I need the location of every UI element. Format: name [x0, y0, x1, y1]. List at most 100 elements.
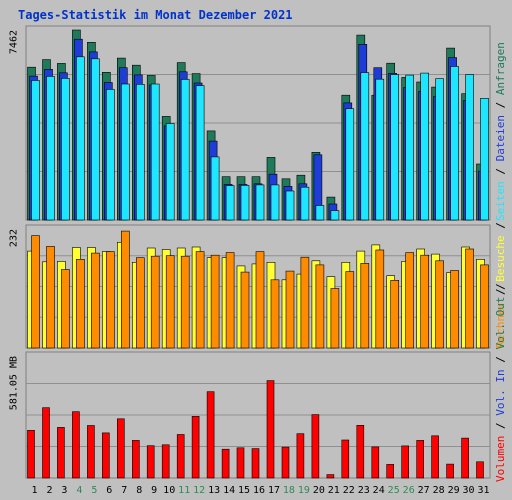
x-tick-label-day-30: 30 [462, 485, 474, 496]
bar-rechner-day-8 [136, 257, 145, 349]
y-tick-label: 581.05 MB [9, 356, 20, 410]
bar-volumen_out-day-17 [266, 380, 275, 479]
bar-volumen_out-day-12 [191, 415, 200, 479]
bar-rechner-day-24 [375, 249, 385, 349]
x-tick-label-day-20: 20 [313, 485, 325, 496]
right-label-top-part-2: Dateien [494, 115, 507, 161]
bar-volumen_out-day-26 [401, 445, 410, 479]
bar-rechner-day-2 [46, 246, 55, 349]
right-label-middle-part-2: Besuche [494, 235, 507, 281]
right-label-middle-part-3: / [494, 222, 507, 235]
x-tick-label-day-29: 29 [448, 485, 460, 496]
x-tick-label-day-23: 23 [358, 485, 370, 496]
x-tick-label-day-17: 17 [268, 485, 280, 496]
bar-rechner-day-20 [315, 264, 325, 349]
right-label-bottom-part-3: / [494, 350, 507, 370]
bar-volumen_out-day-27 [416, 440, 425, 479]
bar-seiten-day-20 [315, 205, 325, 221]
bar-rechner-day-10 [165, 255, 175, 349]
bar-seiten-day-4 [76, 56, 85, 221]
right-label-bottom-part-0: Volumen [494, 436, 507, 482]
bar-volumen_out-day-22 [341, 439, 350, 479]
bar-rechner-day-30 [465, 248, 474, 349]
bar-volumen_out-day-9 [146, 445, 155, 479]
bar-rechner-day-4 [76, 258, 85, 349]
bar-seiten-day-2 [46, 76, 55, 221]
bar-rechner-day-22 [345, 271, 355, 349]
bar-volumen_out-day-23 [356, 424, 365, 479]
right-label-bottom-part-1: / [494, 416, 507, 436]
bar-volumen_out-day-20 [311, 414, 320, 479]
bar-volumen_out-day-18 [281, 446, 290, 479]
x-tick-label-day-5: 5 [91, 485, 97, 496]
x-tick-label-day-12: 12 [193, 485, 205, 496]
bar-seiten-day-17 [270, 184, 280, 221]
chart-title: Tages-Statistik im Monat Dezember 2021 [18, 8, 293, 22]
bar-volumen_out-day-15 [236, 447, 245, 479]
panel-top: 7462 [9, 25, 491, 221]
x-tick-label-day-25: 25 [388, 485, 400, 496]
bar-rechner-day-27 [420, 254, 430, 349]
bar-seiten-day-25 [390, 74, 400, 221]
x-tick-label-day-15: 15 [238, 485, 250, 496]
bar-volumen_out-day-8 [132, 440, 140, 479]
bar-rechner-day-7 [121, 230, 130, 349]
x-tick-label-day-22: 22 [343, 485, 355, 496]
x-tick-label-day-13: 13 [208, 485, 220, 496]
bar-seiten-day-1 [31, 80, 40, 221]
bar-rechner-day-21 [330, 288, 340, 349]
bar-seiten-day-8 [136, 84, 145, 221]
bar-volumen_out-day-25 [386, 464, 395, 479]
bar-rechner-day-29 [450, 270, 459, 349]
right-label-middle-part-1: / [494, 282, 507, 302]
bar-volumen_out-day-24 [371, 446, 380, 479]
bar-rechner-day-17 [270, 279, 280, 349]
x-tick-label-day-26: 26 [403, 485, 415, 496]
bar-volumen_out-day-11 [176, 434, 185, 479]
bar-rechner-day-13 [210, 254, 220, 349]
chart-panels: 7462 232 581.05 MB [9, 25, 491, 479]
bar-seiten-day-21 [330, 210, 340, 221]
bar-seiten-day-22 [345, 108, 355, 221]
bar-seiten-day-3 [61, 78, 70, 221]
bar-seiten-day-29 [450, 66, 459, 221]
bar-volumen_out-day-5 [87, 425, 95, 479]
bar-seiten-day-10 [165, 123, 175, 221]
bar-rechner-day-9 [150, 255, 160, 349]
right-label-middle: Rechner / Besuche / [494, 222, 507, 348]
bar-seiten-day-7 [121, 83, 130, 221]
bar-volumen_out-day-1 [27, 429, 35, 479]
right-label-top-part-0: Seiten [494, 181, 507, 221]
bar-volumen_out-day-3 [57, 427, 65, 479]
bar-seiten-day-24 [375, 78, 385, 221]
x-tick-label-day-8: 8 [136, 485, 142, 496]
right-label-top: Seiten / Dateien / Anfragen [494, 42, 507, 221]
x-tick-label-day-10: 10 [163, 485, 175, 496]
bar-volumen_out-day-13 [206, 391, 215, 479]
bar-rechner-day-23 [360, 263, 370, 349]
bar-seiten-day-16 [255, 184, 265, 221]
bar-seiten-day-31 [480, 98, 489, 221]
bar-rechner-day-18 [285, 270, 295, 349]
bar-rechner-day-26 [405, 252, 415, 349]
bar-volumen_out-day-7 [117, 418, 125, 479]
bar-rechner-day-14 [225, 252, 235, 349]
panel-bottom: 581.05 MB [9, 351, 491, 479]
bar-seiten-day-19 [300, 186, 310, 221]
bar-rechner-day-15 [240, 271, 250, 349]
x-tick-label-day-14: 14 [223, 485, 235, 496]
x-tick-label-day-3: 3 [61, 485, 67, 496]
bar-seiten-day-15 [240, 185, 250, 221]
right-label-bottom-part-4: Vol. Out [494, 297, 507, 350]
right-label-top-part-4: Anfragen [494, 42, 507, 95]
x-tick-label-day-24: 24 [373, 485, 385, 496]
bar-volumen_out-day-6 [102, 432, 110, 479]
bar-volumen_out-day-14 [221, 448, 230, 479]
bar-seiten-day-23 [360, 72, 370, 221]
bar-volumen_out-day-29 [446, 463, 454, 479]
bar-rechner-day-3 [61, 269, 70, 349]
bar-seiten-day-5 [91, 58, 100, 221]
